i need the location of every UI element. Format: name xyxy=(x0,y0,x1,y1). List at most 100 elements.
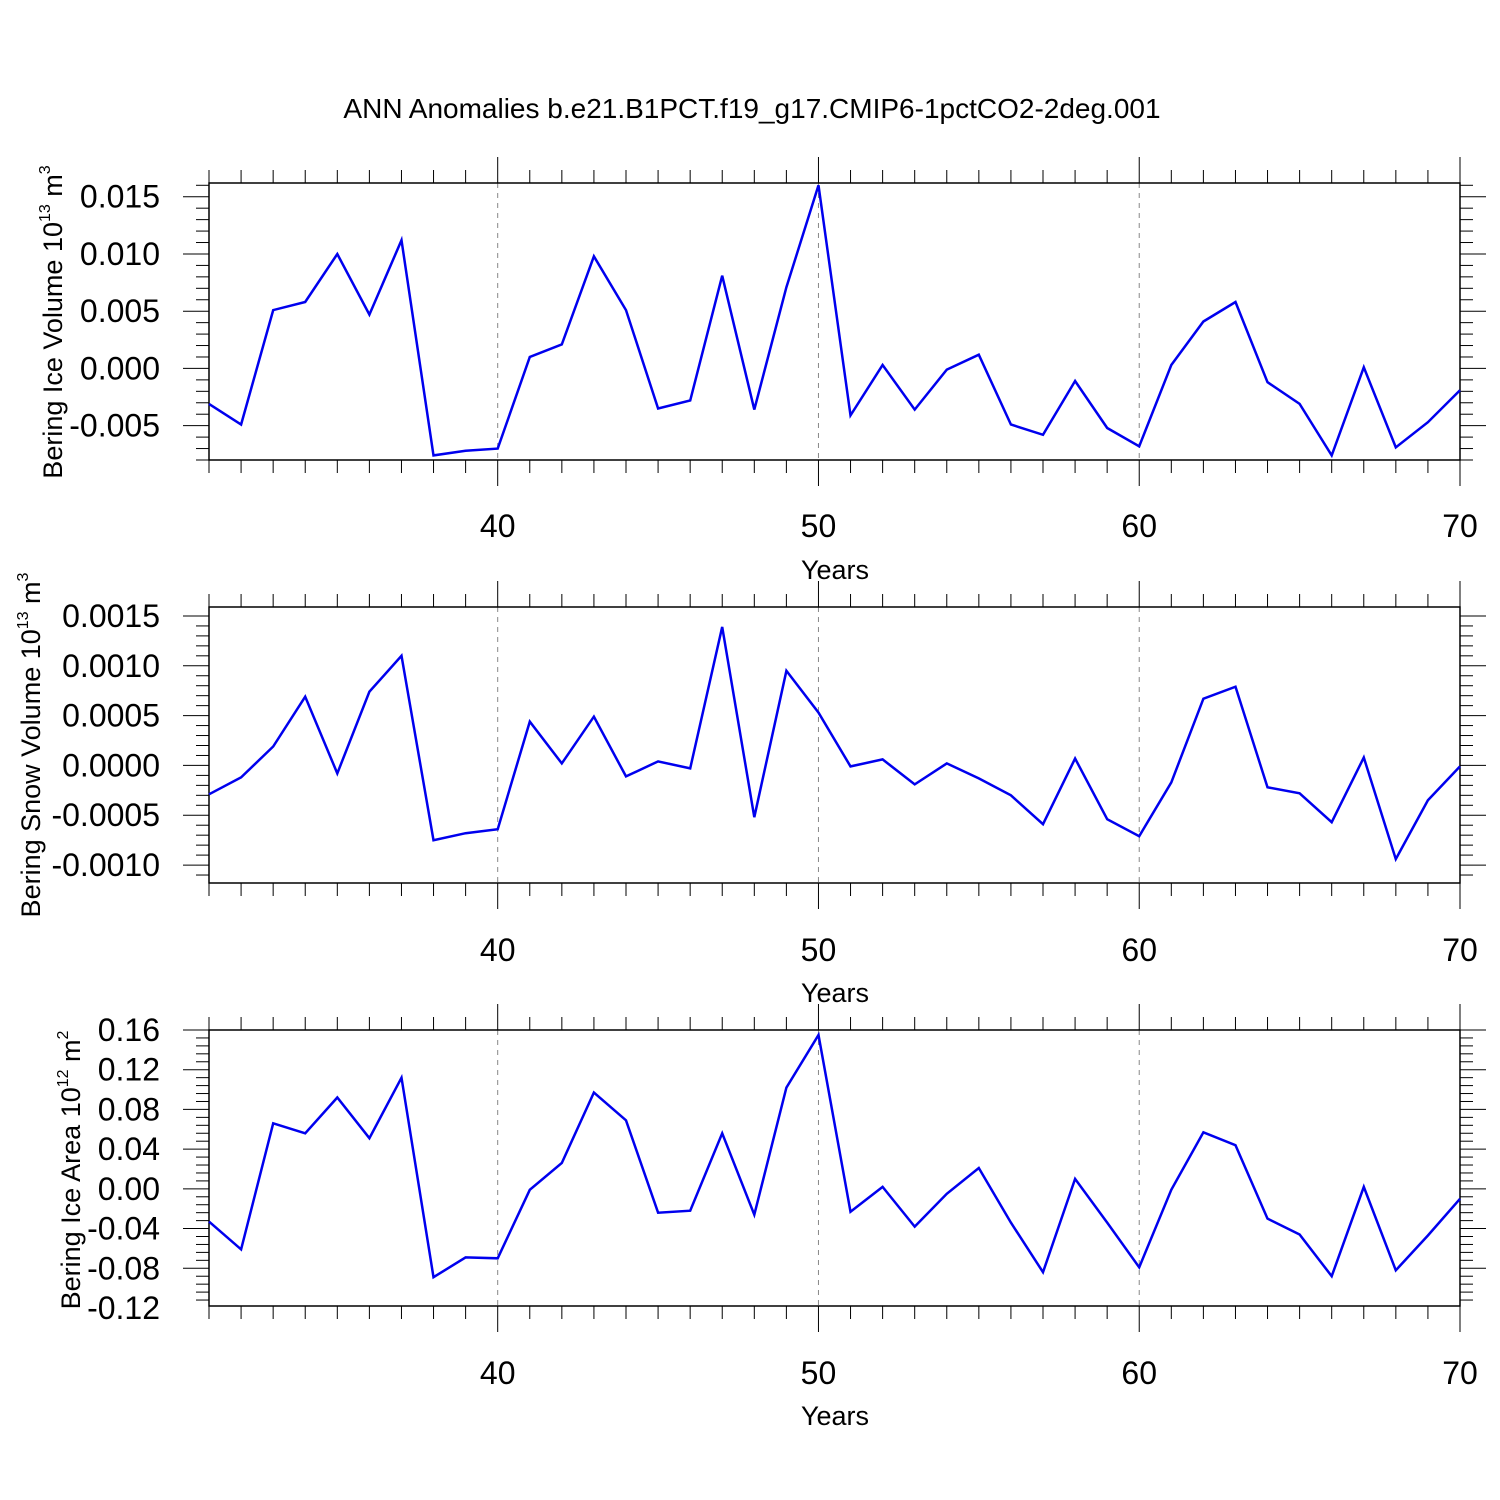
data-point xyxy=(1362,365,1366,369)
data-point xyxy=(1298,791,1302,795)
data-point xyxy=(752,815,756,819)
data-point xyxy=(560,761,564,765)
data-point xyxy=(592,254,596,258)
data-point xyxy=(913,408,917,412)
data-point xyxy=(784,1086,788,1090)
data-point xyxy=(432,1275,436,1279)
y-tick-label: 0.0000 xyxy=(62,747,160,783)
y-axis-label-unit-exponent: 2 xyxy=(55,1030,72,1039)
data-point xyxy=(592,1091,596,1095)
y-axis-label: Bering Ice Area 1012 m2 xyxy=(55,1030,86,1309)
data-point xyxy=(720,625,724,629)
data-point xyxy=(1298,1233,1302,1237)
data-point xyxy=(688,766,692,770)
data-point xyxy=(1137,834,1141,838)
y-axis-label: Bering Snow Volume 1013 m3 xyxy=(15,572,46,917)
data-point xyxy=(1330,820,1334,824)
y-tick-label: 0.08 xyxy=(98,1091,160,1127)
data-point xyxy=(1458,388,1462,392)
data-point xyxy=(207,792,211,796)
data-point xyxy=(1137,1265,1141,1269)
y-axis-label-main: Bering Ice Volume 10 xyxy=(38,222,68,479)
data-point xyxy=(1041,433,1045,437)
data-point xyxy=(1169,363,1173,367)
data-point xyxy=(335,252,339,256)
data-point xyxy=(849,764,853,768)
y-tick-label: -0.005 xyxy=(69,408,160,444)
data-point xyxy=(624,1118,628,1122)
data-point xyxy=(239,775,243,779)
data-point xyxy=(1201,697,1205,701)
data-point xyxy=(560,1161,564,1165)
x-axis-label: Years xyxy=(801,978,869,1008)
x-tick-label: 60 xyxy=(1121,508,1157,544)
data-point xyxy=(367,313,371,317)
y-tick-label: 0.0005 xyxy=(62,698,160,734)
y-tick-label: -0.0005 xyxy=(51,797,160,833)
data-point xyxy=(752,408,756,412)
data-point xyxy=(239,1247,243,1251)
data-point xyxy=(945,368,949,372)
y-axis-label-exponent: 13 xyxy=(37,204,54,222)
data-point xyxy=(977,1166,981,1170)
data-point xyxy=(784,285,788,289)
data-point xyxy=(1426,1234,1430,1238)
data-point xyxy=(1201,320,1205,324)
y-tick-label: -0.04 xyxy=(87,1211,160,1247)
data-point xyxy=(207,402,211,406)
data-point xyxy=(945,1192,949,1196)
y-tick-label: 0.04 xyxy=(98,1131,160,1167)
data-point xyxy=(1041,1270,1045,1274)
data-point xyxy=(1009,793,1013,797)
data-point xyxy=(913,1225,917,1229)
data-point xyxy=(1266,380,1270,384)
data-point xyxy=(1458,764,1462,768)
data-point xyxy=(592,715,596,719)
y-tick-label: 0.0015 xyxy=(62,598,160,634)
data-point xyxy=(1330,453,1334,457)
data-point xyxy=(464,449,468,453)
data-point xyxy=(1073,756,1077,760)
data-point xyxy=(560,342,564,346)
data-point xyxy=(528,355,532,359)
data-point xyxy=(945,761,949,765)
data-point xyxy=(1105,1221,1109,1225)
panel-3: 40 50 60 70 Years -0.12 -0.08-0.04 0.00 0.04 0.08… xyxy=(55,1004,1486,1431)
data-point xyxy=(496,827,500,831)
data-point xyxy=(1330,1274,1334,1278)
data-point xyxy=(1233,1143,1237,1147)
data-point xyxy=(303,300,307,304)
y-axis-label-unit-exponent: 3 xyxy=(15,572,32,581)
data-point xyxy=(432,838,436,842)
data-point xyxy=(1394,445,1398,449)
data-point xyxy=(528,1188,532,1192)
data-point xyxy=(271,1121,275,1125)
y-axis-label-unit: m xyxy=(56,1039,86,1069)
x-tick-label: 50 xyxy=(801,508,837,544)
data-point xyxy=(816,1033,820,1037)
y-tick-label: 0.000 xyxy=(80,350,160,386)
data-point xyxy=(656,1211,660,1215)
data-point xyxy=(624,308,628,312)
data-point xyxy=(816,711,820,715)
y-axis-label-exponent: 13 xyxy=(15,611,32,629)
data-point xyxy=(688,1209,692,1213)
data-point xyxy=(399,654,403,658)
data-point xyxy=(656,759,660,763)
data-point xyxy=(881,757,885,761)
y-axis-label-main: Bering Snow Volume 10 xyxy=(16,629,46,917)
y-axis-label-main: Bering Ice Area 10 xyxy=(56,1087,86,1309)
x-tick-label: 50 xyxy=(801,1355,837,1391)
data-point xyxy=(881,363,885,367)
data-point xyxy=(849,413,853,417)
x-axis-label: Years xyxy=(801,1401,869,1431)
series-line xyxy=(208,184,1461,459)
data-point xyxy=(752,1213,756,1217)
data-point xyxy=(367,690,371,694)
data-point xyxy=(1201,1130,1205,1134)
data-point xyxy=(1426,798,1430,802)
data-point xyxy=(303,695,307,699)
data-point xyxy=(303,1131,307,1135)
data-point xyxy=(1041,822,1045,826)
